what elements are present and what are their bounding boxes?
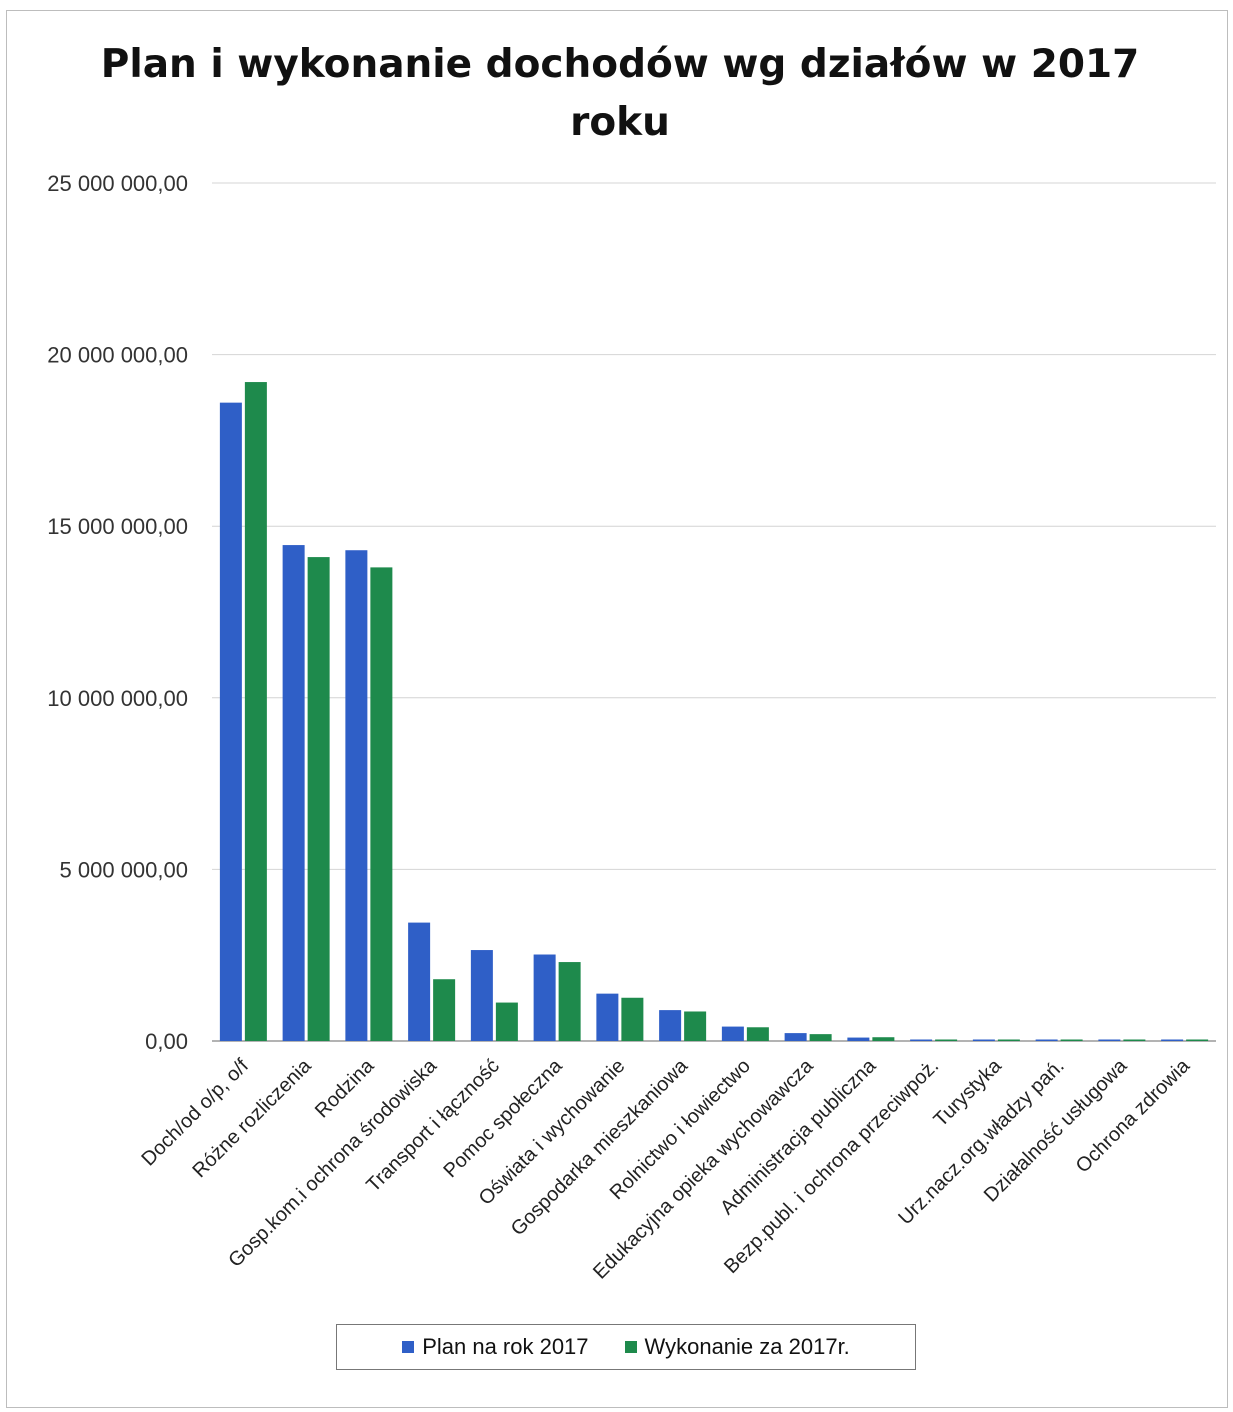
bar-plan bbox=[1035, 1039, 1058, 1041]
bar-wykonanie bbox=[1186, 1039, 1209, 1041]
bar-wykonanie bbox=[495, 1002, 518, 1041]
bar-wykonanie bbox=[1060, 1039, 1083, 1041]
x-tick-label: Pomoc społeczna bbox=[439, 1054, 567, 1182]
chart-title: Plan i wykonanie dochodów wg działów w 2… bbox=[100, 42, 1140, 145]
x-tick-label: Doch/od o/p, o/f bbox=[138, 1055, 254, 1171]
x-tick-label: Edukacyjna opieka wychowawcza bbox=[589, 1054, 818, 1283]
bar-wykonanie bbox=[370, 567, 393, 1041]
legend-swatch-wykonanie bbox=[624, 1341, 637, 1353]
bar-plan bbox=[282, 545, 305, 1041]
bar-wykonanie bbox=[684, 1011, 707, 1041]
bar-wykonanie bbox=[935, 1039, 958, 1041]
y-tick-label: 20 000 000,00 bbox=[47, 343, 188, 368]
bar-plan bbox=[659, 1010, 682, 1041]
bar-wykonanie bbox=[1123, 1039, 1146, 1041]
x-tick-label: Ochrona zdrowia bbox=[1072, 1054, 1195, 1177]
bars bbox=[219, 382, 1209, 1041]
bar-wykonanie bbox=[809, 1034, 832, 1041]
bar-plan bbox=[784, 1033, 807, 1041]
y-tick-label: 15 000 000,00 bbox=[47, 514, 188, 539]
bar-wykonanie bbox=[244, 382, 267, 1041]
legend: Plan na rok 2017 Wykonanie za 2017r. bbox=[336, 1324, 916, 1370]
bar-plan bbox=[910, 1039, 933, 1041]
bar-wykonanie bbox=[872, 1037, 895, 1041]
y-tick-label: 0,00 bbox=[145, 1029, 188, 1054]
bar-wykonanie bbox=[746, 1027, 769, 1041]
bar-plan bbox=[1161, 1039, 1184, 1041]
bar-plan bbox=[470, 950, 493, 1041]
chart-frame bbox=[6, 10, 1228, 1408]
bar-plan bbox=[847, 1037, 870, 1041]
bar-wykonanie bbox=[433, 979, 456, 1041]
bar-wykonanie bbox=[997, 1039, 1020, 1041]
legend-item-plan: Plan na rok 2017 bbox=[402, 1334, 589, 1360]
bar-wykonanie bbox=[307, 557, 330, 1041]
bar-plan bbox=[219, 402, 242, 1041]
bar-plan bbox=[721, 1026, 744, 1041]
bar-wykonanie bbox=[621, 997, 644, 1041]
y-tick-label: 25 000 000,00 bbox=[47, 171, 188, 196]
legend-item-wykonanie: Wykonanie za 2017r. bbox=[624, 1334, 850, 1360]
y-tick-label: 5 000 000,00 bbox=[60, 857, 188, 882]
bar-plan bbox=[1098, 1039, 1121, 1041]
y-tick-label: 10 000 000,00 bbox=[47, 686, 188, 711]
x-tick-label: Różne rozliczenia bbox=[188, 1054, 316, 1182]
bar-plan bbox=[345, 550, 368, 1041]
y-axis-tick-labels: 0,00 5 000 000,00 10 000 000,00 15 000 000,… bbox=[47, 171, 188, 1054]
bar-plan bbox=[972, 1039, 995, 1041]
bar-plan bbox=[408, 922, 431, 1041]
legend-label-plan: Plan na rok 2017 bbox=[422, 1334, 589, 1359]
legend-label-wykonanie: Wykonanie za 2017r. bbox=[644, 1334, 850, 1359]
legend-swatch-plan bbox=[402, 1341, 415, 1353]
bar-plan bbox=[533, 954, 556, 1041]
bar-wykonanie bbox=[558, 962, 581, 1041]
bar-plan bbox=[596, 993, 619, 1041]
